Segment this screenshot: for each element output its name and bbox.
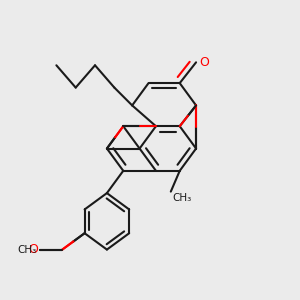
- Text: O: O: [29, 243, 38, 256]
- Text: O: O: [200, 56, 209, 69]
- Text: CH₃: CH₃: [18, 244, 37, 255]
- Text: CH₃: CH₃: [172, 193, 191, 203]
